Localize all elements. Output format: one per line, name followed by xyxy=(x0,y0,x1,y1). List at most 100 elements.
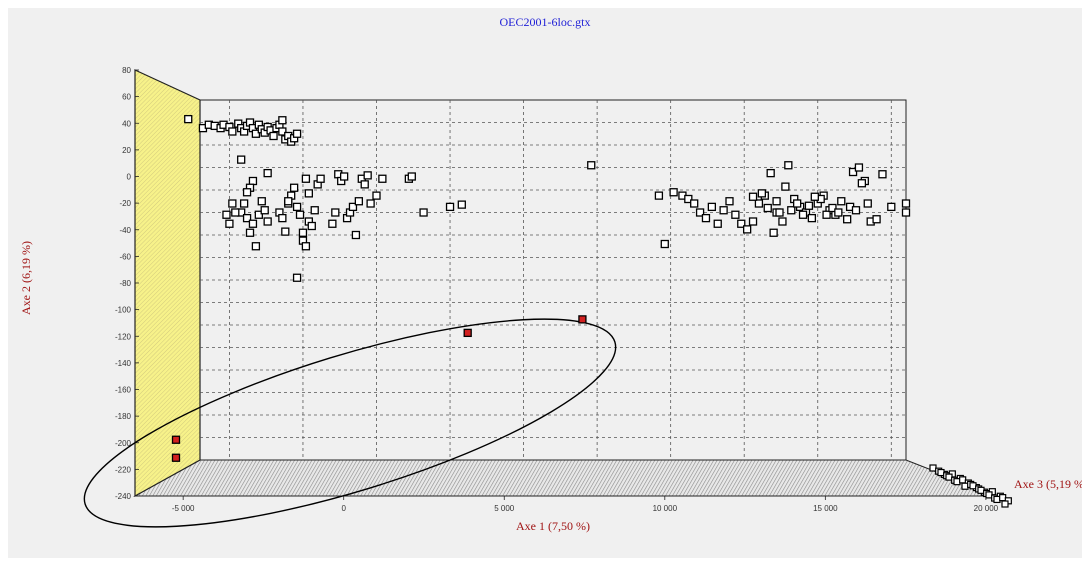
data-point xyxy=(690,199,699,208)
data-point xyxy=(366,199,375,208)
y-tick-label: -40 xyxy=(119,226,131,235)
y-tick-label: -60 xyxy=(119,252,131,261)
data-point xyxy=(348,202,358,212)
y-tick-label: -80 xyxy=(119,279,131,288)
data-point xyxy=(719,206,728,215)
y-tick-label: -160 xyxy=(115,386,132,395)
data-point xyxy=(278,116,287,125)
data-point xyxy=(757,189,767,198)
data-point xyxy=(316,174,325,183)
highlighted-point xyxy=(463,328,472,338)
x-tick-labels: -5 000 0 5 000 10 000 15 000 20 000 xyxy=(172,496,999,513)
data-point xyxy=(781,182,790,191)
data-point xyxy=(754,199,764,208)
data-point xyxy=(257,197,266,206)
data-point xyxy=(289,183,299,192)
data-point xyxy=(354,197,364,206)
data-point xyxy=(748,192,758,201)
data-point xyxy=(278,213,287,223)
data-point xyxy=(775,208,784,217)
x-tick-label: 15 000 xyxy=(813,504,838,513)
data-point xyxy=(784,161,793,170)
data-point xyxy=(278,127,287,136)
data-point xyxy=(848,167,858,177)
axis3-end-cluster xyxy=(929,464,1012,508)
data-point xyxy=(239,199,249,208)
data-point xyxy=(766,168,775,178)
data-point xyxy=(810,192,819,201)
y-tick-label: 20 xyxy=(122,146,131,155)
data-point xyxy=(298,228,308,237)
chart-title: OEC2001-6loc.gtx xyxy=(500,15,591,29)
data-point xyxy=(807,213,817,223)
data-point xyxy=(292,202,302,212)
left-wall xyxy=(134,69,201,498)
data-point xyxy=(654,191,664,200)
z-axis-label: Axe 3 (5,19 %) xyxy=(1014,477,1082,491)
data-point xyxy=(292,273,302,282)
data-point xyxy=(228,127,237,136)
data-point xyxy=(725,197,734,206)
data-point xyxy=(701,213,711,223)
data-point xyxy=(301,242,311,251)
data-point xyxy=(284,197,293,206)
data-point xyxy=(787,206,796,215)
y-tick-label: -240 xyxy=(115,492,132,501)
data-point xyxy=(248,176,258,186)
x-tick-label: 10 000 xyxy=(653,504,678,513)
data-point xyxy=(242,213,252,223)
data-point xyxy=(372,191,381,200)
y-tick-label: 60 xyxy=(122,93,131,102)
data-point xyxy=(737,219,746,228)
highlight-ellipse xyxy=(83,318,617,528)
data-point xyxy=(769,228,778,237)
data-point xyxy=(263,217,272,226)
data-point xyxy=(254,210,263,219)
data-point xyxy=(887,202,896,212)
data-point xyxy=(743,225,752,234)
y-tick-label: -20 xyxy=(119,199,131,208)
highlighted-point xyxy=(578,315,587,324)
data-point xyxy=(772,197,781,206)
y-tick-label: -200 xyxy=(115,439,132,448)
x-tick-label: 0 xyxy=(341,504,346,513)
data-point xyxy=(695,208,705,217)
data-point xyxy=(222,210,231,219)
x-tick-label: -5 000 xyxy=(172,504,195,513)
data-point xyxy=(363,171,372,180)
data-point xyxy=(301,174,311,183)
data-point xyxy=(260,206,269,215)
data-point xyxy=(707,202,716,212)
data-point xyxy=(242,188,252,197)
data-point xyxy=(263,168,272,178)
data-point xyxy=(304,189,313,198)
data-point xyxy=(237,155,246,164)
x-tick-label: 20 000 xyxy=(974,504,999,513)
floor-plane xyxy=(133,459,999,497)
data-point xyxy=(863,199,872,208)
data-point xyxy=(731,210,740,219)
y-tick-label: -100 xyxy=(115,306,132,315)
data-point xyxy=(828,203,837,213)
data-point xyxy=(245,228,255,237)
data-point xyxy=(248,219,258,228)
data-point xyxy=(901,199,911,208)
y-tick-label: 40 xyxy=(122,119,131,128)
data-point xyxy=(331,208,340,217)
data-point xyxy=(457,200,466,209)
data-point xyxy=(872,215,881,224)
depth-point xyxy=(1001,500,1009,508)
data-point xyxy=(798,210,808,219)
data-point xyxy=(660,239,669,249)
data-point xyxy=(339,172,349,181)
y-tick-labels: 80 60 40 20 0 -20 -40 -60 -80 -100 -120 -140 -160 -18… xyxy=(115,66,139,501)
y-tick-label: -120 xyxy=(115,332,132,341)
data-point xyxy=(378,174,387,183)
y-tick-label: -220 xyxy=(115,465,132,474)
chart-frame: OEC2001-6loc.gtx 80 60 40 20 0 -20 -40 -60 -80 -1… xyxy=(8,8,1082,558)
highlighted-point xyxy=(171,453,181,462)
data-points xyxy=(184,114,911,282)
data-point xyxy=(228,199,237,208)
data-point xyxy=(713,219,722,228)
y-tick-label: 80 xyxy=(122,66,131,75)
